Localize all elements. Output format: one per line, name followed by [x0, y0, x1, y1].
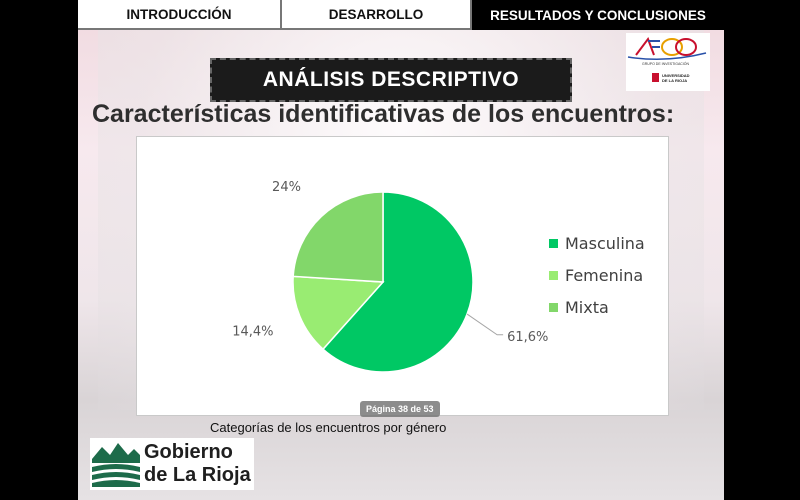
tab-desarrollo[interactable]: DESARROLLO [282, 0, 472, 30]
legend-swatch-femenina [549, 271, 558, 280]
tab-introduccion[interactable]: INTRODUCCIÓN [78, 0, 282, 30]
pie-slice-mixta [292, 191, 384, 283]
gov-logo-line1: Gobierno [144, 441, 233, 463]
svg-text:UNIVERSIDAD: UNIVERSIDAD [662, 73, 690, 78]
legend-swatch-mixta [549, 303, 558, 312]
mountain-logo-icon [92, 443, 140, 487]
data-label-mixta: 24% [272, 180, 301, 195]
gov-logo-text: Gobierno de La Rioja [144, 441, 251, 487]
pie-chart-frame: 61,6% 14,4% 24% Masculina Femenina Mixta [136, 136, 669, 416]
section-header: ANÁLISIS DESCRIPTIVO [210, 58, 572, 102]
chart-caption: Categorías de los encuentros por género [210, 420, 447, 435]
research-group-logo: GRUPO DE INVESTIGACIÓN UNIVERSIDAD DE LA… [626, 33, 710, 91]
legend-swatch-masculina [549, 239, 558, 248]
gov-logo-line2: de La Rioja [144, 464, 251, 486]
pie-slice-femenina [292, 275, 385, 351]
legend-label-masculina: Masculina [565, 234, 645, 253]
pie-chart: 61,6% 14,4% 24% Masculina Femenina Mixta [232, 180, 645, 373]
data-label-masculina: 61,6% [507, 330, 548, 345]
data-label-femenina: 14,4% [232, 324, 273, 339]
gobierno-la-rioja-logo: Gobierno de La Rioja [90, 438, 254, 490]
slide: INTRODUCCIÓN DESARROLLO RESULTADOS Y CON… [78, 0, 724, 500]
svg-text:DE LA RIOJA: DE LA RIOJA [662, 78, 687, 83]
research-group-text: GRUPO DE INVESTIGACIÓN [642, 61, 690, 66]
slide-subtitle: Características identificativas de los e… [92, 100, 675, 128]
page-indicator: Página 38 de 53 [360, 401, 440, 417]
legend-label-femenina: Femenina [565, 266, 643, 285]
pie-slice-masculina [321, 191, 474, 373]
leader-line-masculina [466, 313, 504, 336]
legend-label-mixta: Mixta [565, 298, 609, 317]
tab-resultados-conclusiones[interactable]: RESULTADOS Y CONCLUSIONES [472, 0, 724, 30]
top-navigation: INTRODUCCIÓN DESARROLLO RESULTADOS Y CON… [78, 0, 724, 30]
afdo-logo-icon: GRUPO DE INVESTIGACIÓN UNIVERSIDAD DE LA… [627, 36, 707, 83]
